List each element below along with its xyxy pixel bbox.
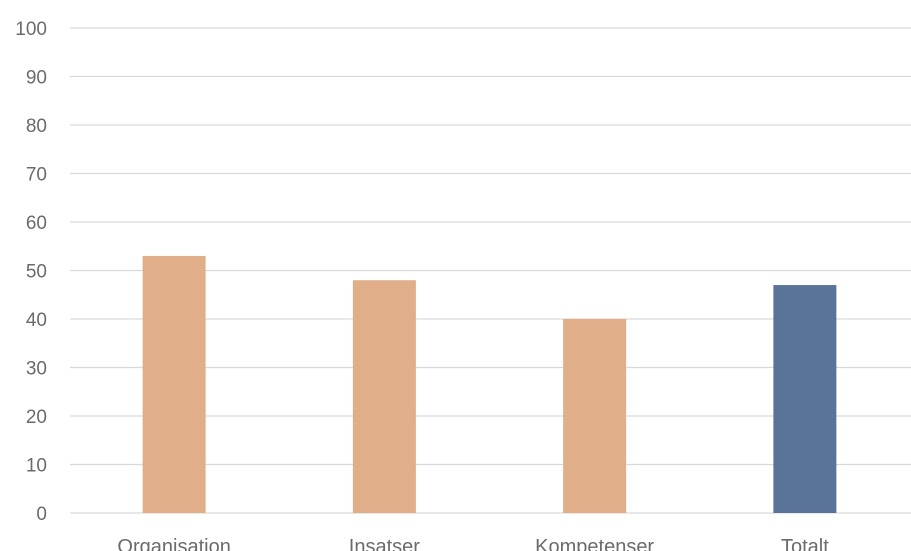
y-tick-label: 80 bbox=[26, 116, 47, 137]
x-category-label: Insatser bbox=[349, 536, 420, 551]
y-tick-label: 0 bbox=[36, 504, 47, 525]
y-axis-tick-labels: 0 10 20 30 40 50 60 70 80 90 100 bbox=[15, 19, 47, 525]
y-tick-label: 30 bbox=[26, 359, 47, 380]
y-tick-label: 20 bbox=[26, 407, 47, 428]
x-category-label: Kompetenser bbox=[535, 536, 654, 551]
y-tick-label: 100 bbox=[15, 19, 47, 40]
bar-totalt bbox=[773, 285, 837, 513]
x-category-label: Totalt bbox=[781, 536, 829, 551]
bar-kompetenser bbox=[563, 319, 627, 513]
y-tick-label: 10 bbox=[26, 456, 47, 477]
x-axis-category-labels: Organisation Insatser Kompetenser Totalt bbox=[117, 536, 829, 551]
bar-organisation bbox=[142, 255, 206, 513]
bars bbox=[142, 255, 837, 513]
bar-insatser bbox=[352, 280, 416, 513]
y-tick-label: 50 bbox=[26, 262, 47, 283]
y-tick-label: 90 bbox=[26, 68, 47, 89]
y-tick-label: 70 bbox=[26, 165, 47, 186]
grid-layer bbox=[70, 27, 911, 514]
y-tick-label: 60 bbox=[26, 213, 47, 234]
y-tick-label: 40 bbox=[26, 310, 47, 331]
x-category-label: Organisation bbox=[117, 536, 230, 551]
